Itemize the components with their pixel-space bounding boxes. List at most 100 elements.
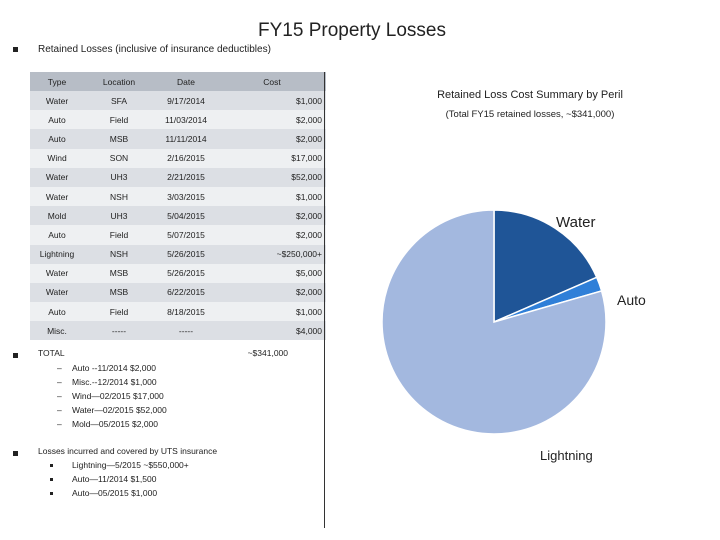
table-row: Water MSB 5/26/2015 $5,000 <box>30 263 326 283</box>
cell-date: 11/11/2014 <box>154 129 218 149</box>
pie-chart: Water Auto Lightning <box>381 209 646 463</box>
vertical-divider <box>324 72 325 528</box>
cell-date: 11/03/2014 <box>154 110 218 130</box>
cell-date: 2/16/2015 <box>154 148 218 168</box>
table-header-row: Type Location Date Cost <box>30 72 326 91</box>
cell-cost: $4,000 <box>218 321 326 341</box>
pie-label-auto: Auto <box>617 292 646 308</box>
pie-label-lightning: Lightning <box>540 448 593 463</box>
table-row: Auto MSB 11/11/2014 $2,000 <box>30 129 326 149</box>
cell-date: 5/26/2015 <box>154 244 218 264</box>
cell-cost: $5,000 <box>218 263 326 283</box>
cell-location: UH3 <box>84 167 154 187</box>
cell-date: 2/21/2015 <box>154 167 218 187</box>
cell-cost: $2,000 <box>218 206 326 226</box>
total-item: Wind—02/2015 $17,000 <box>72 391 164 401</box>
cell-date: 6/22/2015 <box>154 282 218 303</box>
cell-date: 5/04/2015 <box>154 206 218 226</box>
bullet-marker <box>50 492 53 495</box>
cell-type: Mold <box>30 206 84 226</box>
cell-type: Lightning <box>30 244 84 264</box>
pie-slice-water <box>493 209 598 324</box>
cell-date: 5/26/2015 <box>154 263 218 283</box>
bullet-marker <box>50 478 53 481</box>
cell-type: Auto <box>30 225 84 245</box>
cell-location: ----- <box>84 321 154 341</box>
cell-location: MSB <box>84 263 154 283</box>
cell-type: Wind <box>30 148 84 168</box>
chart-subtitle: (Total FY15 retained losses, ~$341,000) <box>445 109 615 120</box>
column-header-cost: Cost <box>218 72 326 91</box>
table-row: Wind SON 2/16/2015 $17,000 <box>30 148 326 168</box>
cell-cost: ~$250,000+ <box>218 244 326 264</box>
pie-slice-lightning <box>381 209 607 435</box>
cell-location: SON <box>84 148 154 168</box>
cell-location: Field <box>84 225 154 245</box>
cell-type: Water <box>30 186 84 207</box>
chart-title: Retained Loss Cost Summary by Peril <box>437 89 623 101</box>
bullet-marker <box>13 353 18 358</box>
table-row: Lightning NSH 5/26/2015 ~$250,000+ <box>30 244 326 264</box>
insurance-item: Lightning—5/2015 ~$550,000+ <box>72 460 189 470</box>
bullet-marker <box>13 451 18 456</box>
cell-location: SFA <box>84 91 154 111</box>
total-label: TOTAL <box>38 348 65 358</box>
dash-marker: – <box>57 419 62 429</box>
total-item: Auto --11/2014 $2,000 <box>72 363 156 373</box>
cell-type: Auto <box>30 129 84 149</box>
page-title: FY15 Property Losses <box>258 20 446 41</box>
column-header-date: Date <box>154 72 218 91</box>
cell-location: NSH <box>84 186 154 207</box>
table-row: Auto Field 5/07/2015 $2,000 <box>30 225 326 245</box>
bullet-marker <box>13 47 18 52</box>
insurance-heading: Losses incurred and covered by UTS insur… <box>38 446 218 456</box>
cell-date: ----- <box>154 321 218 341</box>
cell-location: MSB <box>84 282 154 303</box>
table-row: Water UH3 2/21/2015 $52,000 <box>30 167 326 187</box>
insurance-item: Auto—05/2015 $1,000 <box>72 488 158 498</box>
pie-label-water: Water <box>556 214 595 231</box>
column-header-location: Location <box>84 72 154 91</box>
cell-type: Auto <box>30 302 84 322</box>
cell-cost: $17,000 <box>218 148 326 168</box>
table-row: Misc. ----- ----- $4,000 <box>30 321 326 341</box>
losses-table: Type Location Date Cost Water SFA 9/17/2… <box>30 72 326 341</box>
bullet-marker <box>50 464 53 467</box>
cell-location: UH3 <box>84 206 154 226</box>
cell-cost: $1,000 <box>218 91 326 111</box>
insurance-item: Auto—11/2014 $1,500 <box>72 474 157 484</box>
table-row: Water MSB 6/22/2015 $2,000 <box>30 282 326 303</box>
total-value: ~$341,000 <box>247 348 288 358</box>
cell-type: Water <box>30 167 84 187</box>
table-row: Auto Field 8/18/2015 $1,000 <box>30 302 326 322</box>
section-heading: Retained Losses (inclusive of insurance … <box>38 44 271 55</box>
cell-type: Water <box>30 263 84 283</box>
cell-cost: $2,000 <box>218 225 326 245</box>
cell-location: NSH <box>84 244 154 264</box>
cell-date: 8/18/2015 <box>154 302 218 322</box>
cell-location: Field <box>84 110 154 130</box>
table-row: Water NSH 3/03/2015 $1,000 <box>30 186 326 207</box>
total-item: Misc.--12/2014 $1,000 <box>72 377 157 387</box>
table-row: Mold UH3 5/04/2015 $2,000 <box>30 206 326 226</box>
cell-cost: $2,000 <box>218 282 326 303</box>
cell-cost: $1,000 <box>218 186 326 207</box>
cell-type: Water <box>30 282 84 303</box>
cell-cost: $2,000 <box>218 110 326 130</box>
cell-cost: $1,000 <box>218 302 326 322</box>
dash-marker: – <box>57 363 62 373</box>
dash-marker: – <box>57 377 62 387</box>
cell-date: 9/17/2014 <box>154 91 218 111</box>
table-row: Water SFA 9/17/2014 $1,000 <box>30 91 326 111</box>
cell-location: Field <box>84 302 154 322</box>
total-item: Water—02/2015 $52,000 <box>72 405 167 415</box>
total-item: Mold—05/2015 $2,000 <box>72 419 159 429</box>
dash-marker: – <box>57 405 62 415</box>
column-header-type: Type <box>30 72 84 91</box>
table-row: Auto Field 11/03/2014 $2,000 <box>30 110 326 130</box>
cell-date: 5/07/2015 <box>154 225 218 245</box>
dash-marker: – <box>57 391 62 401</box>
cell-cost: $52,000 <box>218 167 326 187</box>
cell-cost: $2,000 <box>218 129 326 149</box>
cell-type: Water <box>30 91 84 111</box>
